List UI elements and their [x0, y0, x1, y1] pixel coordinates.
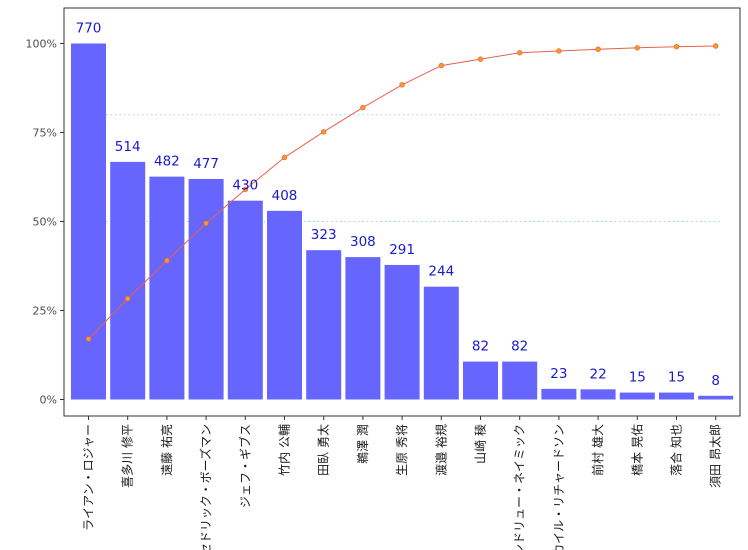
bar: [227, 200, 263, 400]
bar-value-label: 15: [629, 370, 646, 386]
x-category-label: ジェフ・ギブス: [237, 424, 252, 508]
x-category-label: 鵜澤 潤: [356, 424, 370, 464]
x-category-label: 竹内 公輔: [278, 424, 292, 476]
x-category-label: カイル・リチャードソン: [552, 424, 566, 550]
cumulative-point: [712, 43, 719, 49]
cumulative-point: [595, 46, 601, 52]
x-category-label: 渡邉 裕規: [433, 424, 448, 476]
x-category-label: 前村 雄大: [590, 424, 605, 476]
bar-value-label: 308: [350, 234, 376, 250]
cumulative-point: [321, 129, 327, 135]
cumulative-point: [516, 50, 523, 56]
y-tick-label: 75%: [33, 127, 57, 140]
bar: [71, 43, 106, 400]
bar-value-label: 477: [193, 156, 219, 172]
x-category-label: 喜多川 修平: [120, 424, 135, 488]
cumulative-point: [85, 336, 92, 342]
cumulative-point: [477, 56, 484, 62]
x-category-label: 須田 昂太郎: [708, 424, 723, 488]
cumulative-point: [634, 45, 640, 51]
bar-value-label: 15: [668, 370, 685, 386]
y-tick-label: 50%: [33, 216, 57, 229]
cumulative-point: [399, 82, 405, 88]
bar-value-label: 323: [311, 227, 337, 243]
x-category-label: 生原 秀将: [395, 424, 409, 476]
bar: [580, 389, 616, 400]
bar-value-label: 482: [154, 154, 180, 170]
x-category-label: セドリック・ボーズマン: [198, 424, 213, 550]
bar-value-label: 244: [428, 264, 454, 280]
bar: [188, 178, 224, 400]
cumulative-point: [124, 296, 131, 302]
x-category-label: 遠藤 祐亮: [159, 424, 174, 476]
cumulative-line: [85, 43, 719, 342]
bar: [149, 176, 185, 400]
bar: [619, 392, 655, 400]
bar-value-label: 82: [511, 339, 528, 355]
bar: [541, 388, 577, 400]
cumulative-point: [203, 220, 209, 226]
bars: [71, 43, 734, 400]
cumulative-point: [242, 186, 249, 193]
bar-value-labels: 770 514 482 477 430 408 323 308 291 244 82 82 23 22 15…: [76, 21, 720, 389]
cumulative-point: [673, 44, 680, 50]
bar-value-label: 770: [76, 21, 102, 37]
x-category-label: 山崎 稜: [474, 424, 488, 464]
bar: [306, 250, 342, 400]
cumulative-point: [281, 154, 288, 161]
x-category-label: アンドリュー・ネイミック: [513, 424, 527, 550]
bar-value-label: 430: [232, 178, 258, 194]
x-category-label: 田臥 勇太: [316, 424, 331, 476]
bar-value-label: 408: [272, 188, 298, 204]
bar: [659, 392, 694, 400]
cumulative-point: [556, 48, 562, 54]
x-category-label: ライアン・ロジャー: [82, 424, 96, 531]
bar: [463, 361, 498, 400]
x-category-label: 落合 知也: [669, 424, 684, 476]
y-axis: 0% 25% 50% 75% 100%: [26, 38, 64, 407]
bar-value-label: 22: [590, 366, 607, 382]
bar: [384, 264, 420, 400]
bar-value-label: 291: [389, 242, 415, 258]
bar: [502, 361, 538, 400]
bar-value-label: 8: [711, 373, 720, 389]
bar-value-label: 82: [472, 339, 489, 355]
cumulative-point: [438, 62, 444, 69]
bar: [698, 395, 734, 400]
x-axis: ライアン・ロジャー 喜多川 修平 遠藤 祐亮 セドリック・ボーズマン ジェフ・ギブス 竹内…: [82, 416, 723, 550]
y-tick-label: 100%: [26, 38, 57, 51]
bar: [423, 286, 459, 400]
cumulative-point: [164, 257, 170, 264]
bar: [267, 210, 302, 400]
bar: [345, 257, 381, 400]
cumulative-point: [360, 104, 366, 111]
bar-value-label: 514: [115, 139, 141, 155]
bar: [110, 161, 146, 400]
x-category-label: 橋本 晃佑: [630, 424, 644, 476]
bar-value-label: 23: [550, 366, 567, 382]
y-tick-label: 0%: [40, 394, 57, 407]
y-tick-label: 25%: [33, 305, 57, 318]
